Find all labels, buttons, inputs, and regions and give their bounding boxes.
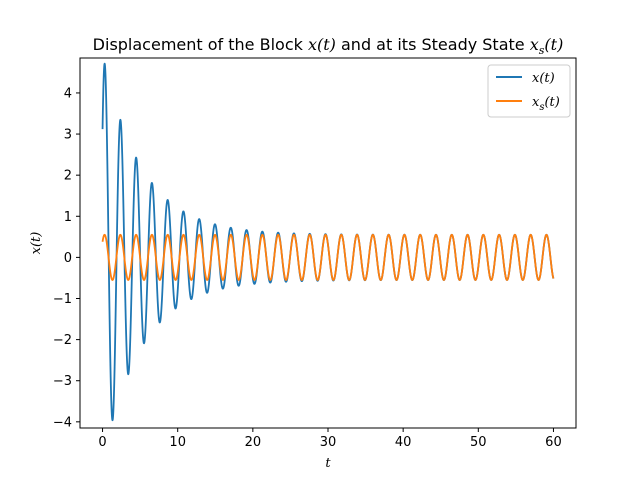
x-tick-label: 40	[395, 435, 412, 450]
title-math-x: x(t)	[308, 35, 336, 54]
y-tick-label: 0	[64, 251, 72, 266]
chart-title: Displacement of the Block x(t) and at it…	[93, 35, 564, 57]
x-tick-label: 10	[169, 435, 186, 450]
legend-label-xs: xs(t)	[532, 95, 560, 113]
legend-label-xs-arg: (t)	[544, 95, 559, 110]
y-axis-label: x(t)	[29, 232, 44, 255]
y-tick-label: 1	[64, 210, 72, 225]
x-tick-label: 0	[98, 435, 106, 450]
y-tick-label: 2	[64, 169, 72, 184]
x-tick-label: 50	[470, 435, 487, 450]
title-prefix: Displacement of the Block	[93, 35, 308, 54]
y-tick-label: −3	[53, 374, 72, 389]
y-tick-label: −4	[53, 415, 72, 430]
legend-label-x: x(t)	[532, 71, 555, 86]
plot-series	[101, 62, 555, 422]
y-tick-label: 4	[64, 86, 72, 101]
legend-label-xs-base: x	[532, 95, 540, 110]
title-math-xs-base: x	[530, 35, 539, 54]
title-middle: and at its Steady State	[336, 35, 530, 54]
legend-label-x-base: x	[532, 71, 540, 86]
legend-label-x-arg: (t)	[539, 71, 554, 86]
title-math-xs-sub: s	[539, 44, 545, 57]
y-tick-label: −1	[53, 292, 72, 307]
y-tick-label: −2	[53, 333, 72, 348]
y-axis: −4 −3 −2 −1 0 1 2 3 4	[53, 86, 80, 430]
title-math-xs-arg: (t)	[544, 35, 563, 54]
x-tick-label: 30	[320, 435, 337, 450]
x-axis-label: t	[325, 456, 331, 471]
series-line-xs	[101, 233, 555, 281]
legend: x(t) xs(t)	[487, 64, 571, 118]
x-tick-label: 60	[545, 435, 562, 450]
x-tick-label: 20	[245, 435, 262, 450]
x-axis: 0 10 20 30 40 50 60	[98, 428, 562, 450]
legend-label-xs-sub: s	[539, 102, 544, 113]
y-tick-label: 3	[64, 128, 72, 143]
